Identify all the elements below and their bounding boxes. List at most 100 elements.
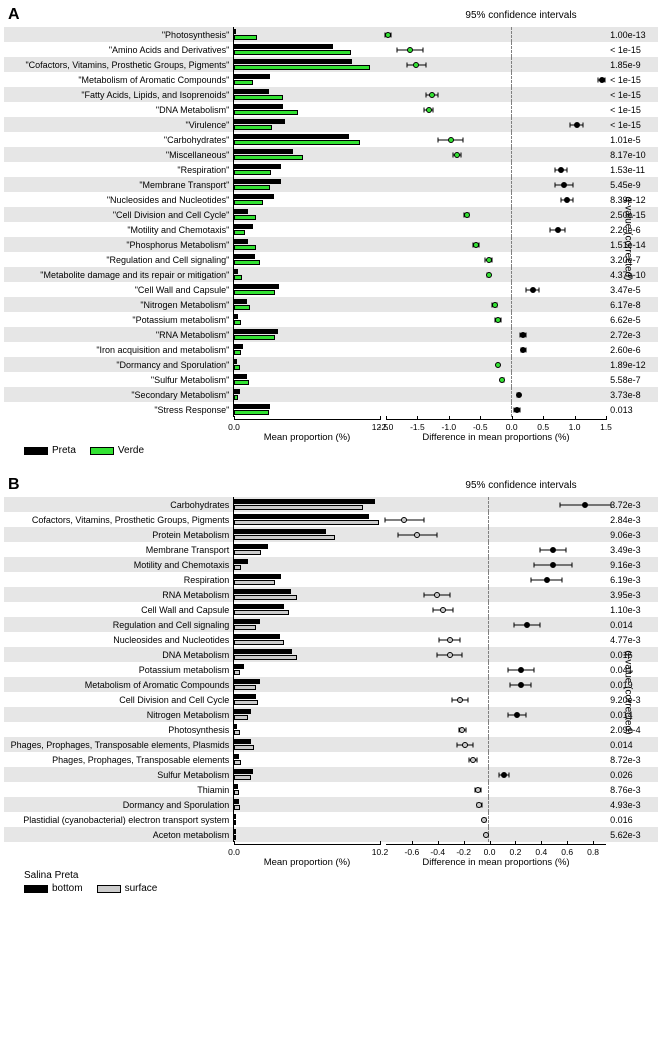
- bar: [234, 125, 272, 130]
- q-value: < 1e-15: [604, 45, 658, 55]
- category-label: "Nitrogen Metabolism": [4, 300, 233, 310]
- panel-A-bars-axis: Mean proportion (%) 0.012.5: [234, 419, 380, 441]
- point-marker: [555, 227, 561, 233]
- bar: [234, 164, 280, 169]
- bar: [234, 814, 236, 819]
- q-value: 0.014: [604, 620, 658, 630]
- point-marker: [486, 272, 492, 278]
- q-value: 0.016: [604, 815, 658, 825]
- category-label: Phages, Prophages, Transposable elements: [4, 755, 233, 765]
- category-label: "RNA Metabolism": [4, 330, 233, 340]
- swatch-bottom: [24, 885, 48, 893]
- bar-pair: [233, 402, 379, 417]
- q-value: 1.00e-13: [604, 30, 658, 40]
- category-label: DNA Metabolism: [4, 650, 233, 660]
- data-row: "Carbohydrates"1.01e-5: [4, 132, 658, 147]
- q-value: 1.01e-5: [604, 135, 658, 145]
- diff-cell: [385, 132, 604, 147]
- bar: [234, 769, 252, 774]
- bar-pair: [233, 57, 379, 72]
- bar: [234, 739, 251, 744]
- data-row: "Cell Division and Cell Cycle"2.50e-15: [4, 207, 658, 222]
- bar: [234, 179, 280, 184]
- category-label: Cell Wall and Capsule: [4, 605, 233, 615]
- legend-item-bottom: bottom: [24, 883, 83, 894]
- bar-pair: [233, 617, 379, 632]
- data-row: "Nucleosides and Nucleotides"8.39e-12: [4, 192, 658, 207]
- category-label: Respiration: [4, 575, 233, 585]
- point-marker: [457, 697, 463, 703]
- bar-pair: [233, 497, 379, 512]
- point-marker: [459, 727, 465, 733]
- q-value: 1.89e-12: [604, 360, 658, 370]
- point-marker: [486, 257, 492, 263]
- data-row: "Secondary Metabolism"3.73e-8: [4, 387, 658, 402]
- bars-axis-title: Mean proportion (%): [264, 857, 351, 868]
- q-value: 1.85e-9: [604, 60, 658, 70]
- bar: [234, 640, 284, 645]
- diff-cell: [385, 252, 604, 267]
- panel-A-rows: "Photosynthesis"1.00e-13"Amino Acids and…: [4, 27, 658, 417]
- bar: [234, 535, 335, 540]
- legend-label: Preta: [52, 445, 76, 456]
- q-value: 1.53e-11: [604, 165, 658, 175]
- point-marker: [558, 167, 564, 173]
- bar: [234, 359, 237, 364]
- category-label: "Motility and Chemotaxis": [4, 225, 233, 235]
- q-value: 6.62e-5: [604, 315, 658, 325]
- point-marker: [550, 547, 556, 553]
- bar: [234, 559, 248, 564]
- category-label: Potassium metabolism: [4, 665, 233, 675]
- category-label: "Cofactors, Vitamins, Prosthetic Groups,…: [4, 60, 233, 70]
- data-row: Protein Metabolism9.06e-3: [4, 527, 658, 542]
- bar-pair: [233, 527, 379, 542]
- point-marker: [470, 757, 476, 763]
- bar: [234, 110, 298, 115]
- q-value: 8.76e-3: [604, 785, 658, 795]
- point-marker: [499, 377, 505, 383]
- bar-pair: [233, 162, 379, 177]
- point-marker: [434, 592, 440, 598]
- q-value: < 1e-15: [604, 75, 658, 85]
- diff-cell: [385, 27, 604, 42]
- category-label: "Miscellaneous": [4, 150, 233, 160]
- bar: [234, 230, 244, 235]
- panel-B-diff-axis: Difference in mean proportions (%) -0.6-…: [386, 844, 606, 866]
- diff-cell: [385, 147, 604, 162]
- bar-pair: [233, 647, 379, 662]
- category-label: Carbohydrates: [4, 500, 233, 510]
- bar: [234, 389, 239, 394]
- bar-pair: [233, 677, 379, 692]
- legend-label: Verde: [118, 445, 144, 456]
- diff-cell: [385, 677, 604, 692]
- bar: [234, 314, 238, 319]
- bar: [234, 649, 292, 654]
- bar-pair: [233, 707, 379, 722]
- bar: [234, 275, 242, 280]
- bar-pair: [233, 387, 379, 402]
- diff-cell: [385, 812, 604, 827]
- point-marker: [447, 652, 453, 658]
- bar: [234, 805, 240, 810]
- bar-pair: [233, 237, 379, 252]
- diff-cell: [385, 527, 604, 542]
- swatch-verde: [90, 447, 114, 455]
- bar-pair: [233, 102, 379, 117]
- point-marker: [401, 517, 407, 523]
- data-row: "Stress Response"0.013: [4, 402, 658, 417]
- swatch-preta: [24, 447, 48, 455]
- bar-pair: [233, 222, 379, 237]
- point-marker: [495, 317, 501, 323]
- point-marker: [473, 242, 479, 248]
- diff-cell: [385, 327, 604, 342]
- bar: [234, 505, 363, 510]
- data-row: "Metabolism of Aromatic Compounds"< 1e-1…: [4, 72, 658, 87]
- bar-pair: [233, 207, 379, 222]
- point-marker: [407, 47, 413, 53]
- bar: [234, 185, 270, 190]
- category-label: "DNA Metabolism": [4, 105, 233, 115]
- bar: [234, 829, 236, 834]
- diff-cell: [385, 207, 604, 222]
- bar: [234, 835, 236, 840]
- category-label: "Stress Response": [4, 405, 233, 415]
